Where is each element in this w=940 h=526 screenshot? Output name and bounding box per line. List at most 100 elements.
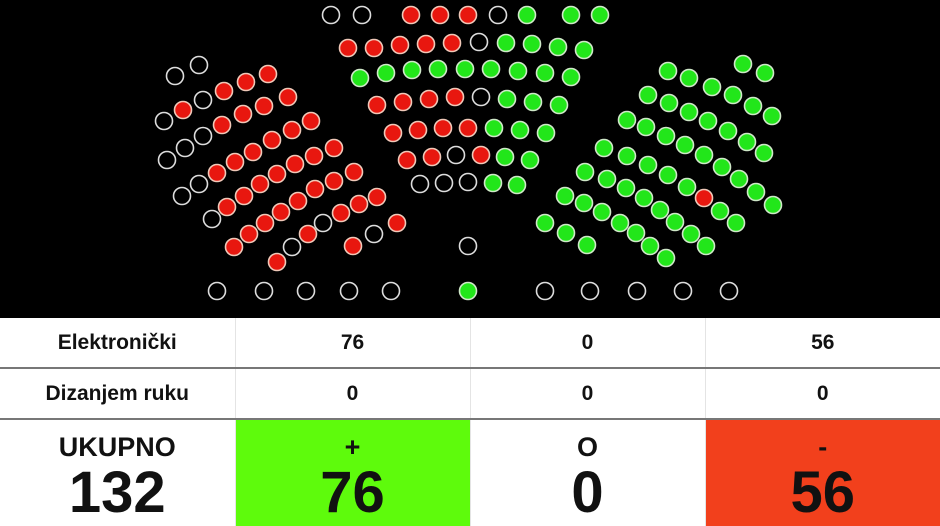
total-no: 56 <box>790 460 855 525</box>
seat-yes <box>617 110 637 130</box>
seat-no <box>367 187 387 207</box>
seat-yes <box>754 143 774 163</box>
seat-yes <box>535 63 555 83</box>
seat-yes <box>658 165 678 185</box>
seat-no <box>401 5 421 25</box>
seat-yes <box>681 224 701 244</box>
seat-empty <box>627 281 647 301</box>
seat-no <box>343 236 363 256</box>
seat-empty <box>282 237 302 257</box>
total-value: 132 <box>68 460 166 525</box>
seat-yes <box>634 188 654 208</box>
seat-no <box>383 123 403 143</box>
yes-symbol: + <box>344 432 361 462</box>
seat-no <box>278 87 298 107</box>
seat-yes <box>723 85 743 105</box>
seat-empty <box>719 281 739 301</box>
seat-yes <box>455 59 475 79</box>
seat-no <box>393 92 413 112</box>
seat-yes <box>577 235 597 255</box>
seat-no <box>250 174 270 194</box>
seat-empty <box>165 66 185 86</box>
seat-yes <box>659 93 679 113</box>
seat-empty <box>580 281 600 301</box>
seat-yes <box>350 68 370 88</box>
seat-yes <box>561 67 581 87</box>
seat-yes <box>743 96 763 116</box>
seat-no <box>173 100 193 120</box>
seat-empty <box>469 32 489 52</box>
seat-empty <box>172 186 192 206</box>
seat-no <box>224 237 244 257</box>
seat-no <box>422 147 442 167</box>
seat-no <box>694 188 714 208</box>
seat-yes <box>650 200 670 220</box>
total-yes: 76 <box>320 460 385 525</box>
seat-no <box>324 171 344 191</box>
no-count: 0 <box>705 368 940 420</box>
seat-yes <box>510 120 530 140</box>
seat-yes <box>679 102 699 122</box>
seat-yes <box>481 59 501 79</box>
seat-yes <box>755 63 775 83</box>
vote-results-table: Elektronički 76 0 56 Dizanjem ruku 0 0 0… <box>0 318 940 526</box>
seat-yes <box>694 145 714 165</box>
seat-yes <box>726 213 746 233</box>
seat-yes <box>561 5 581 25</box>
seat-yes <box>535 213 555 233</box>
abstain-symbol: O <box>576 432 598 462</box>
seat-yes <box>698 111 718 131</box>
seat-yes <box>626 223 646 243</box>
seat-no <box>301 111 321 131</box>
seat-empty <box>202 209 222 229</box>
seat-yes <box>718 121 738 141</box>
seat-no <box>430 5 450 25</box>
seat-yes <box>638 85 658 105</box>
seat-yes <box>508 61 528 81</box>
seat-no <box>298 224 318 244</box>
total-abstain: 0 <box>571 460 604 525</box>
seat-yes <box>507 175 527 195</box>
seat-yes <box>658 61 678 81</box>
seat-no <box>243 142 263 162</box>
seat-no <box>305 179 325 199</box>
abstain-count: 0 <box>470 368 706 420</box>
seat-no <box>408 120 428 140</box>
seat-yes <box>702 77 722 97</box>
seat-yes <box>729 169 749 189</box>
seat-empty <box>157 150 177 170</box>
row-totals: UKUPNO 132 + 76 O 0 - 56 <box>0 419 940 526</box>
seat-no <box>214 81 234 101</box>
seat-no <box>458 118 478 138</box>
seat-empty <box>410 174 430 194</box>
seat-empty <box>352 5 372 25</box>
seat-empty <box>313 213 333 233</box>
seat-yes <box>597 169 617 189</box>
seat-yes <box>710 201 730 221</box>
seat-yes <box>517 5 537 25</box>
seat-empty <box>488 5 508 25</box>
seat-no <box>458 5 478 25</box>
seat-yes <box>696 236 716 256</box>
seating-chart <box>154 5 783 301</box>
seat-empty <box>193 126 213 146</box>
seat-empty <box>207 281 227 301</box>
seat-no <box>364 38 384 58</box>
seat-yes <box>428 59 448 79</box>
seat-no <box>255 213 275 233</box>
seat-yes <box>549 95 569 115</box>
seat-yes <box>548 37 568 57</box>
seat-yes <box>656 126 676 146</box>
seat-yes <box>592 202 612 222</box>
seat-yes <box>483 173 503 193</box>
seat-yes <box>555 186 575 206</box>
seat-empty <box>381 281 401 301</box>
seat-no <box>236 72 256 92</box>
seat-empty <box>154 111 174 131</box>
seat-yes <box>638 155 658 175</box>
seat-no <box>324 138 344 158</box>
seat-no <box>288 191 308 211</box>
seat-no <box>416 34 436 54</box>
seat-empty <box>321 5 341 25</box>
seat-yes <box>575 162 595 182</box>
